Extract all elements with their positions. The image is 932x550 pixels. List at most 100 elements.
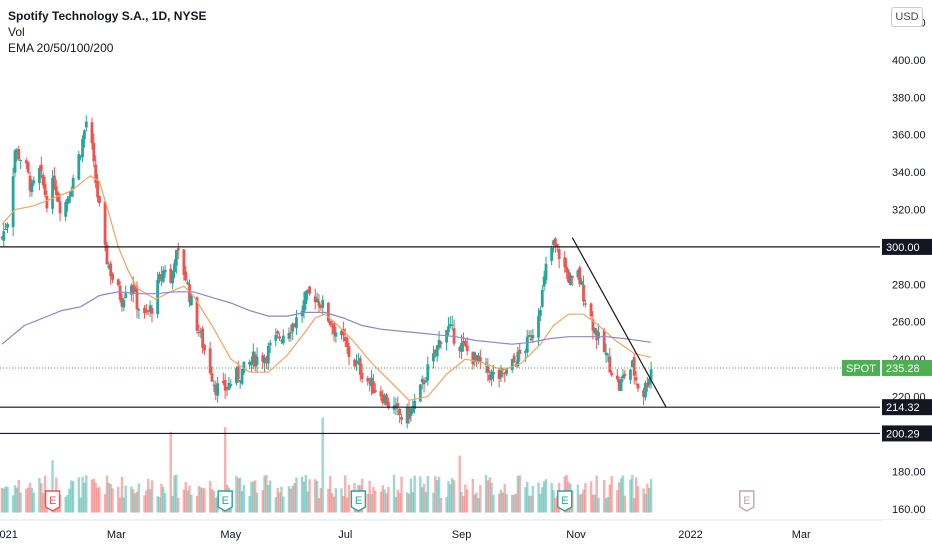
volume-bar: [366, 494, 369, 513]
horizontal-levels[interactable]: 300.00 214.32 200.29 SPOT 235.28: [0, 237, 932, 442]
volume-bar: [70, 480, 73, 513]
volume-bar: [212, 490, 216, 513]
volume-bar: [122, 497, 126, 513]
candle-body: [158, 274, 161, 282]
volume-bar: [458, 455, 461, 513]
candle-body: [150, 308, 154, 314]
candle-body: [77, 154, 81, 180]
candle-body: [225, 388, 229, 390]
candle-body: [632, 357, 636, 376]
candle-body: [463, 340, 467, 346]
volume-bar: [261, 490, 264, 513]
candle-body: [619, 379, 623, 392]
volume-bar: [334, 488, 338, 513]
candle-body: [212, 384, 216, 386]
candle-body: [381, 394, 385, 404]
volume-bar: [332, 496, 336, 513]
candle-body: [184, 271, 188, 281]
x-tick-label: Sep: [452, 529, 472, 541]
volume-bar: [81, 476, 84, 513]
candle-body: [557, 249, 561, 260]
volume-bar: [582, 489, 585, 513]
volume-bar: [610, 476, 613, 513]
candle-body: [649, 369, 653, 380]
candle-body: [486, 366, 490, 373]
volume-bar: [118, 497, 122, 513]
volume-bar: [432, 492, 435, 513]
candle-body: [396, 403, 400, 407]
x-tick-label: 2022: [678, 529, 702, 541]
volume-bar: [490, 482, 493, 513]
volume-bar: [400, 476, 403, 513]
volume-bar: [117, 486, 120, 513]
y-tick-label: 380.00: [892, 92, 926, 104]
volume-bar: [208, 480, 212, 513]
candle-body: [120, 297, 124, 307]
candle-body: [356, 360, 360, 362]
candle-body: [569, 275, 572, 285]
volume-bar: [158, 497, 161, 513]
volume-bar: [379, 491, 383, 513]
volume-bar: [40, 483, 43, 513]
volume-bar: [242, 484, 246, 513]
volume-bar: [137, 483, 141, 513]
candle-body: [422, 381, 426, 385]
candle-body: [604, 352, 608, 355]
volume-bar: [150, 480, 154, 513]
ema-fast-line: [1, 175, 652, 401]
candle-body: [159, 275, 163, 279]
volume-bar: [92, 478, 96, 513]
volume-bar: [629, 479, 632, 513]
candle-body: [308, 286, 311, 294]
candle-body: [567, 271, 570, 283]
candle-body: [313, 296, 317, 303]
volume-bar: [649, 479, 653, 513]
legend-title[interactable]: Spotify Technology S.A., 1D, NYSE: [8, 9, 207, 23]
volume-bar: [488, 477, 491, 513]
volume-bar: [71, 481, 75, 513]
candle-body: [210, 373, 214, 382]
candle-body: [221, 381, 225, 384]
volume-bar: [345, 497, 349, 513]
level-axis-tag: [882, 238, 932, 255]
volume-bar: [250, 481, 253, 513]
volume-bar: [576, 484, 580, 513]
volume-bar: [597, 497, 600, 513]
earnings-marker: [217, 490, 233, 512]
candle-body: [69, 190, 73, 197]
volume-bar: [109, 484, 112, 513]
volume-bar: [255, 492, 259, 513]
volume-bar: [132, 489, 135, 513]
candle-body: [240, 369, 244, 384]
y-tick-label: 340.00: [892, 167, 926, 179]
volume-bar: [452, 480, 456, 513]
volume-bar: [526, 481, 529, 513]
volume-bar: [344, 475, 347, 513]
volume-bar: [464, 484, 467, 513]
legend-ema[interactable]: EMA 20/50/100/200: [8, 41, 114, 55]
candle-body: [281, 335, 285, 344]
candle-body: [448, 324, 452, 327]
legend-volume[interactable]: Vol: [8, 25, 25, 39]
candle-body: [223, 380, 227, 391]
candle-body: [623, 373, 627, 377]
volume-bar: [633, 498, 636, 513]
candle-body: [98, 195, 101, 204]
volume-bar: [329, 475, 332, 513]
volume-bar: [160, 483, 163, 513]
candle-body: [537, 315, 540, 338]
candle-body: [478, 357, 482, 362]
candle-body: [203, 344, 206, 351]
candle-body: [644, 382, 647, 398]
volume-bar: [648, 487, 651, 513]
currency-button[interactable]: USD: [891, 7, 923, 27]
volume-bar: [407, 493, 411, 513]
candle-body: [208, 348, 212, 374]
volume-bar: [394, 496, 398, 513]
candle-body: [499, 368, 503, 377]
volume-bar: [30, 487, 34, 513]
candle-body: [173, 263, 176, 272]
volume-bar: [265, 474, 268, 513]
